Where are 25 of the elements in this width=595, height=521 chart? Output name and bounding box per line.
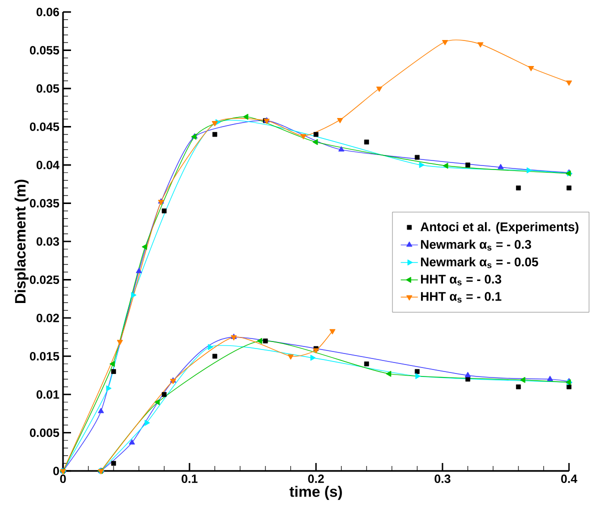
y-tick-label: 0.06 [36, 8, 60, 16]
y-tick-label: 0.055 [30, 46, 60, 54]
y-tick-label: 0.005 [30, 428, 60, 437]
legend-label: HHT α$_{s}$ = - 0.3 [421, 274, 502, 286]
legend-label: Antoci et al. (Experiments) [420, 222, 578, 234]
x-axis-title: time (s) [290, 486, 342, 500]
y-tick-label: 0.03 [36, 237, 60, 246]
y-tick-label: 0.04 [36, 160, 60, 170]
y-tick-label: 0 [53, 466, 59, 476]
y-axis-title: Displacement (m) [14, 180, 29, 303]
y-tick-label: 0.015 [30, 352, 60, 360]
y-tick-label: 0.02 [36, 314, 59, 322]
x-tick-label: 0.2 [308, 474, 324, 484]
y-tick-label: 0.025 [30, 275, 60, 284]
x-tick-label: 0.3 [434, 474, 450, 484]
y-tick-label: 0.035 [30, 198, 60, 208]
y-tick-label: 0.05 [36, 84, 60, 93]
y-tick-label: 0.01 [36, 390, 60, 399]
legend-label: Newmark α$_{s}$ = - 0.05 [421, 257, 538, 268]
legend-label: Newmark α$_{s}$ = - 0.3 [421, 240, 532, 251]
y-tick-label: 0.045 [30, 122, 60, 131]
x-tick-label: 0 [60, 474, 66, 484]
x-tick-label: 0.1 [182, 474, 198, 484]
x-tick-label: 0.4 [561, 474, 578, 484]
legend-label: HHT α$_{s}$ = - 0.1 [421, 292, 502, 303]
